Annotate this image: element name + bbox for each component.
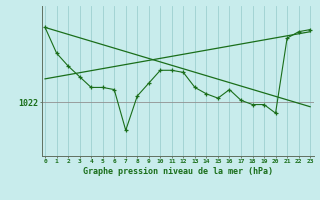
X-axis label: Graphe pression niveau de la mer (hPa): Graphe pression niveau de la mer (hPa) bbox=[83, 167, 273, 176]
